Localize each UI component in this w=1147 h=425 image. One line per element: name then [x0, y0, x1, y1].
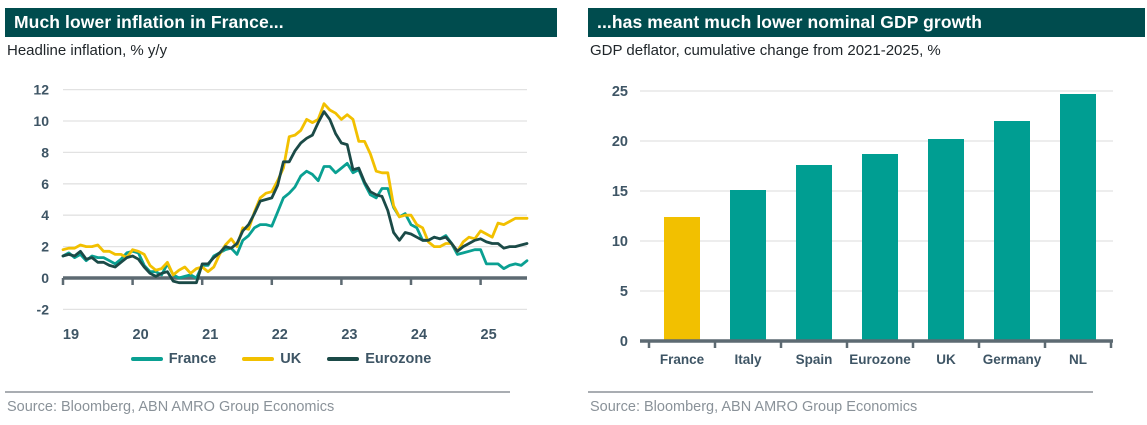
- series-line-france: [61, 162, 529, 280]
- right-panel-title: ...has meant much lower nominal GDP grow…: [588, 8, 1145, 37]
- category-label-uk: UK: [936, 352, 956, 367]
- y-axis-tick-label: 6: [41, 176, 49, 192]
- legend-swatch-france: [130, 357, 163, 361]
- bar-nl: [1060, 94, 1096, 341]
- legend-swatch-eurozone: [327, 357, 360, 361]
- category-label-germany: Germany: [983, 352, 1042, 367]
- legend-item-eurozone: Eurozone: [327, 351, 431, 367]
- category-label-spain: Spain: [796, 352, 833, 367]
- x-axis-tick-label: 19: [63, 327, 79, 343]
- x-axis-tick-label: 23: [341, 327, 357, 343]
- bar-france: [664, 217, 700, 341]
- legend-item-uk: UK: [242, 351, 301, 367]
- y-axis-tick-label: 20: [612, 134, 628, 150]
- gdp-deflator-panel: ...has meant much lower nominal GDP grow…: [588, 0, 1145, 425]
- x-axis-tick-label: 24: [411, 327, 427, 343]
- series-line-eurozone: [61, 110, 529, 285]
- line-chart-legend: France UK Eurozone: [5, 351, 557, 367]
- series-line-uk: [61, 102, 529, 277]
- y-axis-tick-label: -2: [37, 301, 50, 317]
- category-label-france: France: [660, 352, 705, 367]
- y-axis-tick-label: 15: [612, 184, 628, 200]
- category-label-nl: NL: [1069, 352, 1087, 367]
- bar-spain: [796, 165, 832, 341]
- legend-label-eurozone: Eurozone: [365, 351, 432, 367]
- right-panel-subtitle: GDP deflator, cumulative change from 202…: [590, 42, 941, 59]
- y-axis-tick-label: 10: [612, 234, 628, 250]
- x-axis-tick-label: 21: [202, 327, 218, 343]
- gdp-deflator-bar-chart: 0 5 10 15 20 25 France Italy Spain Eurozone UK Germ…: [612, 84, 1113, 367]
- y-axis-tick-label: 0: [41, 270, 49, 286]
- bar-germany: [994, 121, 1030, 341]
- x-axis-tick-label: 25: [481, 327, 497, 343]
- right-source-divider: [588, 391, 1093, 393]
- legend-item-france: France: [130, 351, 217, 367]
- x-axis-tick-label: 22: [272, 327, 288, 343]
- y-axis-tick-label: 2: [41, 239, 49, 255]
- y-axis-tick-label: 0: [620, 334, 628, 350]
- category-label-italy: Italy: [734, 352, 762, 367]
- left-source-divider: [5, 391, 510, 393]
- bar-eurozone: [862, 154, 898, 341]
- y-axis-tick-label: 4: [41, 207, 49, 223]
- left-source-text: Source: Bloomberg, ABN AMRO Group Econom…: [7, 399, 335, 415]
- y-axis-tick-label: 12: [33, 82, 49, 98]
- y-axis-tick-label: 25: [612, 84, 628, 100]
- right-source-text: Source: Bloomberg, ABN AMRO Group Econom…: [590, 399, 918, 415]
- left-panel-subtitle: Headline inflation, % y/y: [7, 42, 168, 59]
- bar-uk: [928, 139, 964, 341]
- y-axis-tick-label: 8: [41, 144, 49, 160]
- legend-label-france: France: [168, 351, 217, 367]
- y-axis-tick-label: 10: [33, 113, 49, 129]
- left-panel-title: Much lower inflation in France...: [5, 8, 557, 37]
- inflation-panel: Much lower inflation in France... Headli…: [5, 0, 557, 425]
- category-label-eurozone: Eurozone: [849, 352, 911, 367]
- x-axis-tick-label: 20: [133, 327, 149, 343]
- y-axis-tick-label: 5: [620, 284, 628, 300]
- legend-label-uk: UK: [280, 351, 302, 367]
- bar-italy: [730, 190, 766, 341]
- legend-swatch-uk: [242, 357, 275, 361]
